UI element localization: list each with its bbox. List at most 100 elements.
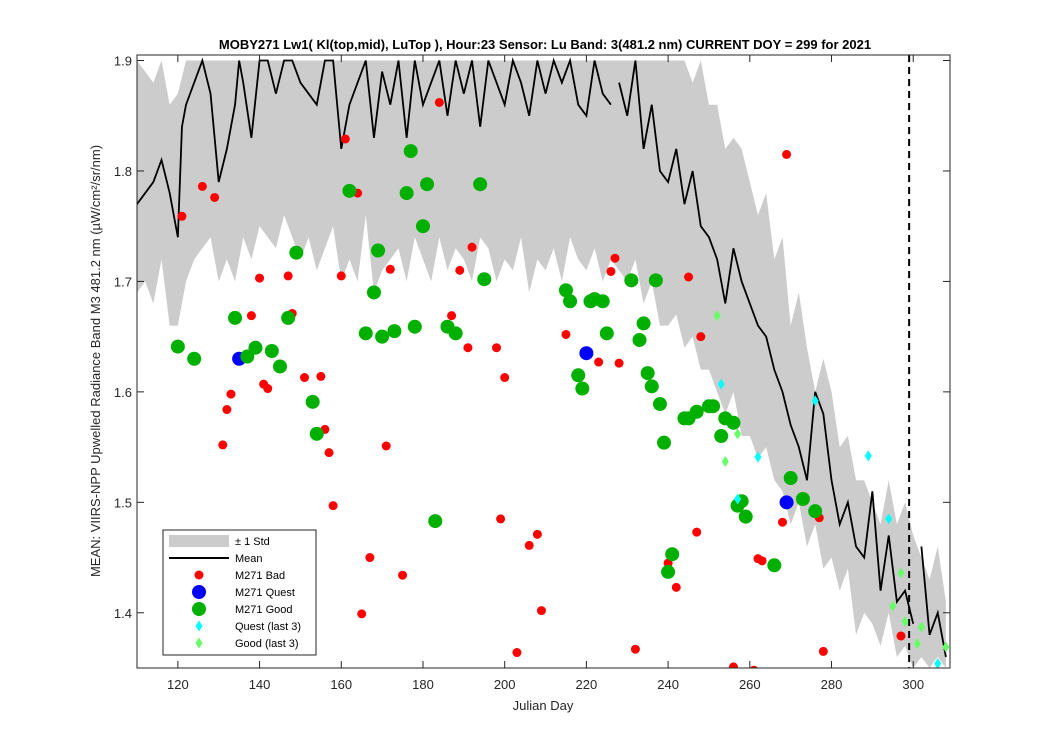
point-good — [575, 382, 589, 396]
point-good — [726, 416, 740, 430]
chart-svg: MOBY271 Lw1( Kl(top,mid), LuTop ), Hour:… — [0, 0, 1050, 750]
point-good — [477, 272, 491, 286]
point-bad — [615, 359, 624, 368]
point-good — [714, 429, 728, 443]
x-tick-label: 140 — [249, 677, 271, 692]
point-good — [404, 144, 418, 158]
point-good — [637, 316, 651, 330]
legend-swatch-good — [192, 602, 206, 616]
legend-label: Good (last 3) — [235, 638, 299, 650]
y-tick-label: 1.7 — [114, 274, 132, 289]
point-good — [739, 510, 753, 524]
point-bad — [692, 528, 701, 537]
point-bad — [435, 98, 444, 107]
point-bad — [198, 182, 207, 191]
point-bad — [218, 440, 227, 449]
point-bad — [463, 343, 472, 352]
legend-swatch-quest — [192, 585, 206, 599]
point-good — [796, 492, 810, 506]
point-quest — [780, 495, 794, 509]
point-good — [248, 341, 262, 355]
point-bad — [177, 212, 186, 221]
point-bad — [210, 193, 219, 202]
point-good — [310, 427, 324, 441]
legend-swatch-bad — [195, 571, 204, 580]
point-bad — [610, 254, 619, 263]
point-bad — [782, 150, 791, 159]
point-good — [306, 395, 320, 409]
legend-label: ± 1 Std — [235, 536, 270, 548]
point-bad — [537, 606, 546, 615]
y-tick-label: 1.9 — [114, 54, 132, 69]
point-bad — [500, 373, 509, 382]
point-bad — [819, 647, 828, 656]
point-good — [359, 326, 373, 340]
point-good — [596, 294, 610, 308]
point-good — [289, 246, 303, 260]
point-bad — [226, 390, 235, 399]
point-bad — [512, 648, 521, 657]
point-good — [449, 326, 463, 340]
point-bad — [284, 271, 293, 280]
point-bad — [594, 358, 603, 367]
point-bad — [896, 631, 905, 640]
point-good — [571, 368, 585, 382]
point-good — [653, 397, 667, 411]
x-tick-label: 160 — [330, 677, 352, 692]
x-tick-label: 260 — [739, 677, 761, 692]
point-bad — [329, 501, 338, 510]
point-bad — [696, 332, 705, 341]
legend-swatch-std — [169, 535, 229, 547]
point-good — [600, 326, 614, 340]
point-bad — [672, 583, 681, 592]
point-good — [420, 177, 434, 191]
point-bad — [729, 662, 738, 671]
x-tick-label: 180 — [412, 677, 434, 692]
point-bad — [606, 267, 615, 276]
point-bad — [247, 311, 256, 320]
point-good — [387, 324, 401, 338]
point-good — [187, 352, 201, 366]
point-bad — [455, 266, 464, 275]
point-good — [400, 186, 414, 200]
point-bad — [316, 372, 325, 381]
point-good — [784, 471, 798, 485]
x-tick-label: 240 — [657, 677, 679, 692]
point-good — [265, 344, 279, 358]
point-good — [690, 405, 704, 419]
point-good — [641, 366, 655, 380]
point-good — [228, 311, 242, 325]
legend-label: Mean — [235, 553, 263, 565]
point-bad — [357, 609, 366, 618]
point-bad — [382, 441, 391, 450]
legend-item-std: ± 1 Std — [169, 535, 270, 548]
point-bad — [447, 311, 456, 320]
y-tick-label: 1.6 — [114, 385, 132, 400]
point-good — [273, 359, 287, 373]
y-tick-label: 1.5 — [114, 495, 132, 510]
point-good — [633, 333, 647, 347]
point-bad — [365, 553, 374, 562]
chart-figure: MOBY271 Lw1( Kl(top,mid), LuTop ), Hour:… — [0, 0, 1050, 750]
point-good — [371, 243, 385, 257]
x-tick-label: 220 — [576, 677, 598, 692]
point-bad — [468, 243, 477, 252]
point-bad — [398, 571, 407, 580]
point-bad — [631, 645, 640, 654]
point-good — [473, 177, 487, 191]
point-good — [661, 565, 675, 579]
point-bad — [758, 556, 767, 565]
point-good — [408, 320, 422, 334]
x-tick-label: 280 — [821, 677, 843, 692]
point-bad — [341, 134, 350, 143]
point-good — [563, 294, 577, 308]
legend-label: M271 Bad — [235, 570, 285, 582]
point-good — [428, 514, 442, 528]
point-bad — [337, 271, 346, 280]
point-bad — [492, 343, 501, 352]
point-bad — [255, 274, 264, 283]
point-bad — [386, 265, 395, 274]
point-bad — [222, 405, 231, 414]
x-tick-label: 200 — [494, 677, 516, 692]
point-bad — [561, 330, 570, 339]
